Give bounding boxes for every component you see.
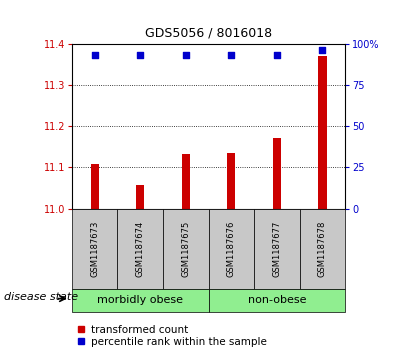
Bar [273, 138, 281, 209]
Text: GSM1187675: GSM1187675 [181, 221, 190, 277]
Text: GSM1187676: GSM1187676 [227, 220, 236, 277]
Point [91, 52, 98, 58]
Bar [227, 153, 236, 209]
Text: GSM1187677: GSM1187677 [272, 220, 282, 277]
Bar [90, 164, 99, 209]
Text: GSM1187678: GSM1187678 [318, 220, 327, 277]
Bar [319, 56, 327, 209]
Point [182, 52, 189, 58]
Text: morbidly obese: morbidly obese [97, 295, 183, 305]
Title: GDS5056 / 8016018: GDS5056 / 8016018 [145, 26, 272, 40]
Text: disease state: disease state [4, 292, 78, 302]
Legend: transformed count, percentile rank within the sample: transformed count, percentile rank withi… [77, 325, 267, 347]
Text: GSM1187673: GSM1187673 [90, 220, 99, 277]
Point [319, 47, 326, 53]
Bar [182, 154, 190, 209]
Point [228, 52, 235, 58]
Point [137, 52, 143, 58]
Point [274, 52, 280, 58]
Text: non-obese: non-obese [248, 295, 306, 305]
Bar [136, 185, 144, 209]
Text: GSM1187674: GSM1187674 [136, 221, 145, 277]
